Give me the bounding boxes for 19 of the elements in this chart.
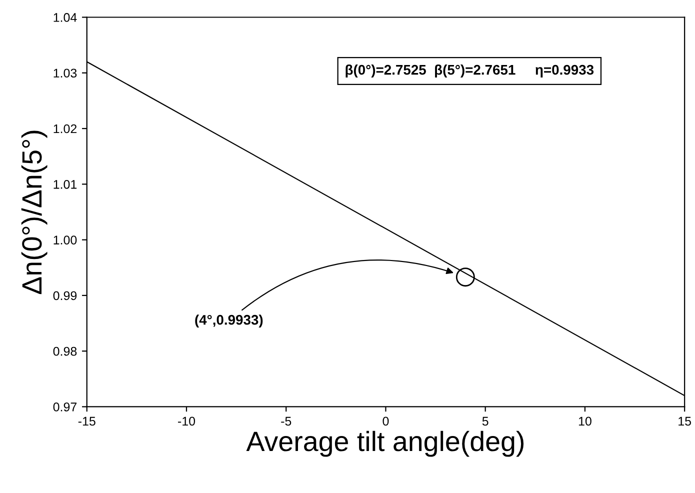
y-axis-title: Δn(0°)/Δn(5°) (21, 130, 48, 294)
x-tick-label: -10 (178, 416, 196, 426)
y-tick-label: 1.03 (54, 68, 77, 78)
x-tick-label: 5 (482, 416, 488, 426)
y-tick-label: 0.98 (53, 346, 77, 356)
y-tick-label: 1.02 (54, 124, 77, 134)
x-tick-label: -5 (281, 416, 292, 426)
x-tick-label: 0 (382, 416, 389, 426)
y-tick-label: 0.97 (53, 402, 77, 412)
y-tick-label: 1.04 (54, 13, 77, 22)
y-tick-label: 1.00 (54, 236, 77, 244)
x-tick-label: -15 (78, 416, 96, 426)
x-tick-label: 10 (578, 416, 592, 426)
annotation: β(0°)=2.7525 β(5°)=2.7651 η=0.9933 (346, 64, 594, 78)
x-tick-label: 15 (678, 416, 692, 426)
annotation: (4°,0.9933) (195, 314, 263, 328)
x-axis-title: Average tilt angle(deg) (246, 430, 524, 457)
y-tick-label: 1.01 (54, 180, 77, 189)
y-tick-label: 0.99 (53, 291, 77, 300)
